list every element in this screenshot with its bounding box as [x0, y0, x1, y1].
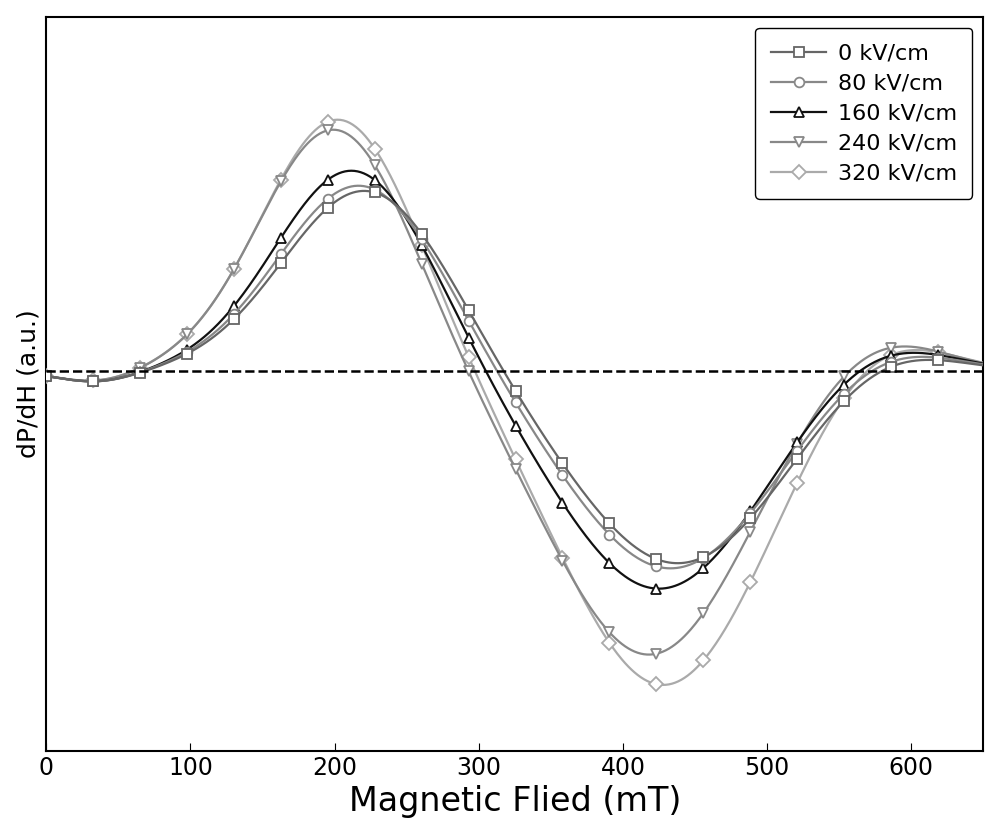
Line: 80 kV/cm: 80 kV/cm — [41, 181, 988, 573]
320 kV/cm — [331, 114, 343, 124]
160 kV/cm — [594, 548, 606, 558]
Y-axis label: dP/dH (a.u.): dP/dH (a.u.) — [17, 310, 41, 458]
320 kV/cm — [281, 164, 293, 174]
Line: 240 kV/cm: 240 kV/cm — [41, 125, 988, 660]
320 kV/cm — [669, 678, 681, 688]
320 kV/cm — [657, 680, 669, 690]
80 kV/cm — [353, 180, 365, 190]
0 kV/cm — [206, 333, 218, 343]
80 kV/cm — [281, 240, 293, 250]
160 kV/cm — [977, 359, 989, 369]
80 kV/cm — [206, 330, 218, 340]
320 kV/cm — [749, 568, 761, 578]
0 kV/cm — [594, 508, 606, 518]
240 kV/cm — [643, 650, 655, 660]
160 kV/cm — [345, 165, 357, 175]
80 kV/cm — [669, 563, 681, 573]
240 kV/cm — [206, 299, 218, 309]
320 kV/cm — [206, 299, 218, 309]
320 kV/cm — [466, 359, 478, 369]
80 kV/cm — [594, 519, 606, 529]
80 kV/cm — [664, 564, 676, 574]
320 kV/cm — [977, 357, 989, 367]
0 kV/cm — [668, 558, 680, 568]
80 kV/cm — [466, 321, 478, 331]
Legend: 0 kV/cm, 80 kV/cm, 160 kV/cm, 240 kV/cm, 320 kV/cm: 0 kV/cm, 80 kV/cm, 160 kV/cm, 240 kV/cm,… — [755, 28, 972, 199]
Line: 320 kV/cm: 320 kV/cm — [41, 115, 988, 690]
0 kV/cm — [281, 250, 293, 260]
240 kV/cm — [466, 373, 478, 383]
160 kV/cm — [466, 339, 478, 349]
0 kV/cm — [672, 558, 684, 568]
0 kV/cm — [749, 508, 761, 518]
240 kV/cm — [669, 640, 681, 650]
240 kV/cm — [40, 371, 52, 381]
X-axis label: Magnetic Flied (mT): Magnetic Flied (mT) — [349, 786, 681, 818]
80 kV/cm — [40, 371, 52, 381]
240 kV/cm — [281, 166, 293, 176]
160 kV/cm — [669, 581, 681, 591]
80 kV/cm — [749, 503, 761, 513]
160 kV/cm — [206, 325, 218, 335]
160 kV/cm — [40, 371, 52, 381]
Line: 0 kV/cm: 0 kV/cm — [41, 186, 988, 568]
160 kV/cm — [281, 223, 293, 233]
0 kV/cm — [358, 186, 370, 196]
Line: 160 kV/cm: 160 kV/cm — [41, 166, 988, 594]
240 kV/cm — [594, 616, 606, 626]
160 kV/cm — [653, 584, 665, 594]
240 kV/cm — [328, 124, 340, 134]
0 kV/cm — [40, 371, 52, 381]
0 kV/cm — [466, 311, 478, 321]
240 kV/cm — [977, 358, 989, 368]
160 kV/cm — [749, 499, 761, 509]
0 kV/cm — [977, 361, 989, 371]
320 kV/cm — [594, 623, 606, 633]
80 kV/cm — [977, 359, 989, 369]
320 kV/cm — [40, 371, 52, 381]
240 kV/cm — [749, 518, 761, 528]
